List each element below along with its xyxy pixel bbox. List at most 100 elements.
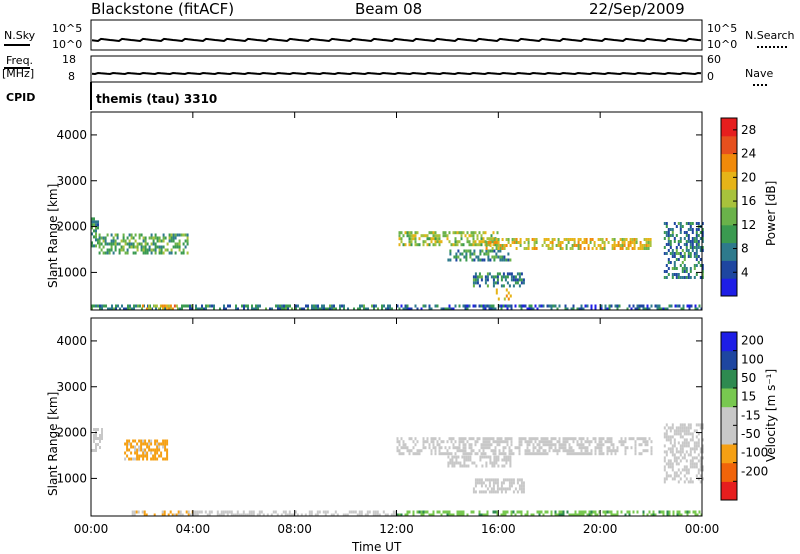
- power-colorbar-segment: [721, 260, 737, 279]
- velocity-region: [91, 428, 103, 452]
- velocity-colorbar-segment: [721, 481, 737, 501]
- power-colorbar-tick-label: 20: [741, 170, 756, 184]
- station-title: Blackstone (fitACF): [91, 0, 235, 18]
- power-region: [663, 222, 704, 279]
- nave-line: [753, 84, 767, 86]
- velocity-colorbar-tick-label: 15: [741, 390, 756, 404]
- velocity-region: [396, 437, 653, 456]
- freq-right-bottom-tick: 0: [707, 70, 714, 83]
- velocity-colorbar-frame: [720, 331, 738, 501]
- freq-trace: [91, 71, 702, 76]
- nsearch-line: [757, 46, 787, 48]
- power-colorbar-tick-label: 12: [741, 218, 756, 232]
- velocity-colorbar-tick-label: 50: [741, 371, 756, 385]
- power-colorbar-tick-label: 8: [741, 242, 749, 256]
- velocity-colorbar-tick-label: -200: [741, 464, 768, 478]
- date-title: 22/Sep/2009: [589, 0, 685, 18]
- power-colorbar-segment: [721, 224, 737, 244]
- velocity-colorbar-segment: [721, 369, 737, 389]
- velocity-colorbar: 200 100 50 15 -15 -50 -100 -200: [720, 331, 768, 501]
- noise-trace: [91, 37, 702, 43]
- power-y-tick-label: 3000: [56, 174, 87, 188]
- x-axis-label: Time UT: [352, 540, 402, 554]
- freq-left-bottom-tick: 8: [68, 70, 75, 83]
- velocity-region: [472, 478, 525, 494]
- power-region: [472, 272, 525, 288]
- power-region: [141, 304, 178, 311]
- x-tick-label: 00:00: [685, 522, 720, 536]
- velocity-y-tick-label: 1000: [56, 471, 87, 485]
- x-tick-label: 16:00: [481, 522, 516, 536]
- freq-right-top-tick: 60: [707, 53, 721, 66]
- velocity-colorbar-tick-label: 200: [741, 334, 764, 348]
- power-frame: [90, 111, 703, 311]
- power-y-tick-label: 2000: [56, 220, 87, 234]
- x-tick-label: 04:00: [176, 522, 211, 536]
- power-region: [485, 238, 652, 250]
- velocity-y-tick-label: 4000: [56, 334, 87, 348]
- freq-line: [4, 67, 30, 69]
- nsky-line: [4, 44, 30, 46]
- power-y-axis-label: Slant Range [km]: [46, 183, 60, 288]
- nsearch-label: N.Search: [745, 29, 795, 42]
- power-colorbar-tick-label: 4: [741, 265, 749, 279]
- power-colorbar-frame: [720, 117, 738, 297]
- velocity-colorbar-tick-label: 100: [741, 352, 764, 366]
- velocity-region: [663, 423, 704, 484]
- x-tick-label: 12:00: [379, 522, 414, 536]
- power-colorbar-segment: [721, 189, 737, 208]
- velocity-colorbar-tick-label: -15: [741, 408, 761, 422]
- velocity-y-tick-label: 3000: [56, 380, 87, 394]
- velocity-colorbar-tick-label: -100: [741, 446, 768, 460]
- velocity-colorbar-segment: [721, 462, 737, 482]
- velocity-colorbar-segment: [721, 444, 737, 464]
- velocity-region: [396, 510, 703, 517]
- power-region: [396, 304, 703, 311]
- beam-title: Beam 08: [355, 0, 423, 18]
- power-region: [98, 233, 189, 255]
- power-y-tick-label: 1000: [56, 265, 87, 279]
- power-panel: 1000 2000 3000 4000: [56, 111, 704, 311]
- velocity-colorbar-segment: [721, 332, 737, 352]
- power-colorbar-segment: [721, 118, 737, 137]
- power-region: [495, 288, 512, 301]
- x-tick-label: 00:00: [74, 522, 109, 536]
- power-colorbar: 4 8 12 16 20 24 28: [720, 117, 756, 297]
- freq-panel-frame: [90, 55, 703, 83]
- power-colorbar-segment: [721, 278, 737, 297]
- velocity-colorbar-segment: [721, 388, 737, 408]
- velocity-frame: [90, 317, 703, 517]
- noise-right-bottom-tick: 10^0: [707, 38, 738, 51]
- velocity-colorbar-segment: [721, 350, 737, 370]
- velocity-colorbar-segment: [721, 406, 737, 426]
- noise-panel-frame: [90, 19, 703, 51]
- power-region: [447, 249, 512, 262]
- noise-left-top-tick: 10^5: [52, 22, 83, 35]
- power-colorbar-segment: [721, 153, 737, 172]
- power-colorbar-segment: [721, 242, 737, 261]
- power-y-tick-label: 4000: [56, 128, 87, 142]
- power-colorbar-tick-label: 24: [741, 147, 756, 161]
- power-region: [91, 217, 99, 248]
- velocity-colorbar-segment: [721, 425, 737, 445]
- noise-left-bottom-tick: 10^0: [52, 38, 83, 51]
- velocity-panel: 1000 2000 3000 4000 00:00 04:00 08:00 12:00 16:0…: [56, 317, 720, 536]
- x-tick-label: 20:00: [583, 522, 618, 536]
- velocity-region: [124, 439, 169, 461]
- velocity-y-axis-label: Slant Range [km]: [46, 391, 60, 496]
- power-colorbar-segment: [721, 207, 737, 226]
- velocity-region: [447, 455, 512, 468]
- power-region: [398, 231, 499, 247]
- velocity-y-tick-label: 2000: [56, 426, 87, 440]
- nave-label: Nave: [745, 67, 774, 80]
- noise-right-top-tick: 10^5: [707, 22, 738, 35]
- velocity-colorbar-label: Velocity [m s⁻¹]: [764, 368, 778, 462]
- power-colorbar-label: Power [dB]: [764, 180, 778, 246]
- power-colorbar-segment: [721, 135, 737, 155]
- freq-label: Freq.: [6, 54, 34, 67]
- freq-left-top-tick: 18: [62, 53, 76, 66]
- x-tick-label: 08:00: [277, 522, 312, 536]
- freq-unit-label: [MHz]: [2, 67, 35, 80]
